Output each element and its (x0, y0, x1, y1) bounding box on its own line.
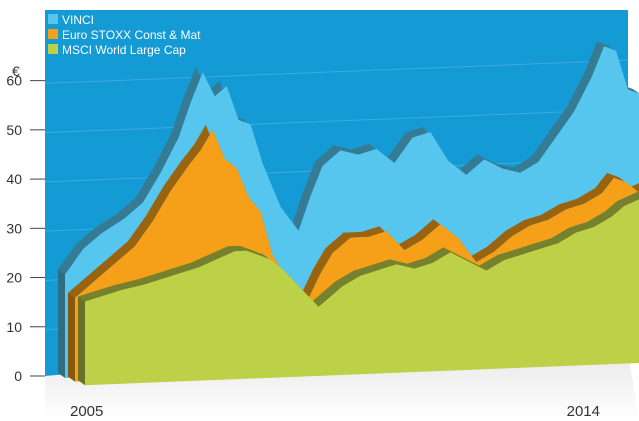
legend-swatch-0 (48, 14, 58, 24)
series-area-2 (85, 199, 639, 386)
legend-label-1: Euro STOXX Const & Mat (62, 28, 201, 42)
series-depth-side-0 (58, 269, 65, 378)
y-axis: 0 10 20 30 40 50 60 (6, 73, 45, 384)
gridline-6 (44, 59, 629, 84)
y-axis-unit-label: € (12, 63, 20, 79)
y-tick-label-5: 50 (6, 122, 22, 138)
legend-label-2: MSCI World Large Cap (62, 43, 186, 57)
y-tick-label-4: 40 (6, 171, 22, 187)
x-tick-label-1: 2014 (567, 403, 600, 420)
gridline-5 (44, 108, 629, 134)
series-msci-world-large-cap (78, 191, 639, 386)
legend-swatch-2 (48, 44, 58, 54)
y-tick-label-1: 10 (6, 319, 22, 335)
x-tick-label-0: 2005 (70, 403, 103, 420)
y-tick-label-3: 30 (6, 220, 22, 236)
y-tick-label-0: 0 (14, 368, 22, 384)
y-tick-label-6: 60 (6, 73, 22, 89)
series-depth-top-2 (78, 191, 639, 307)
series-depth-side-1 (68, 292, 75, 382)
legend-label-0: VINCI (62, 13, 94, 27)
series-depth-side-2 (78, 296, 85, 386)
series-layer (58, 41, 639, 386)
x-axis: 2005 2014 (70, 403, 600, 420)
y-tick-label-2: 20 (6, 270, 22, 286)
legend-swatch-1 (48, 29, 58, 39)
chart-floor (45, 352, 639, 421)
